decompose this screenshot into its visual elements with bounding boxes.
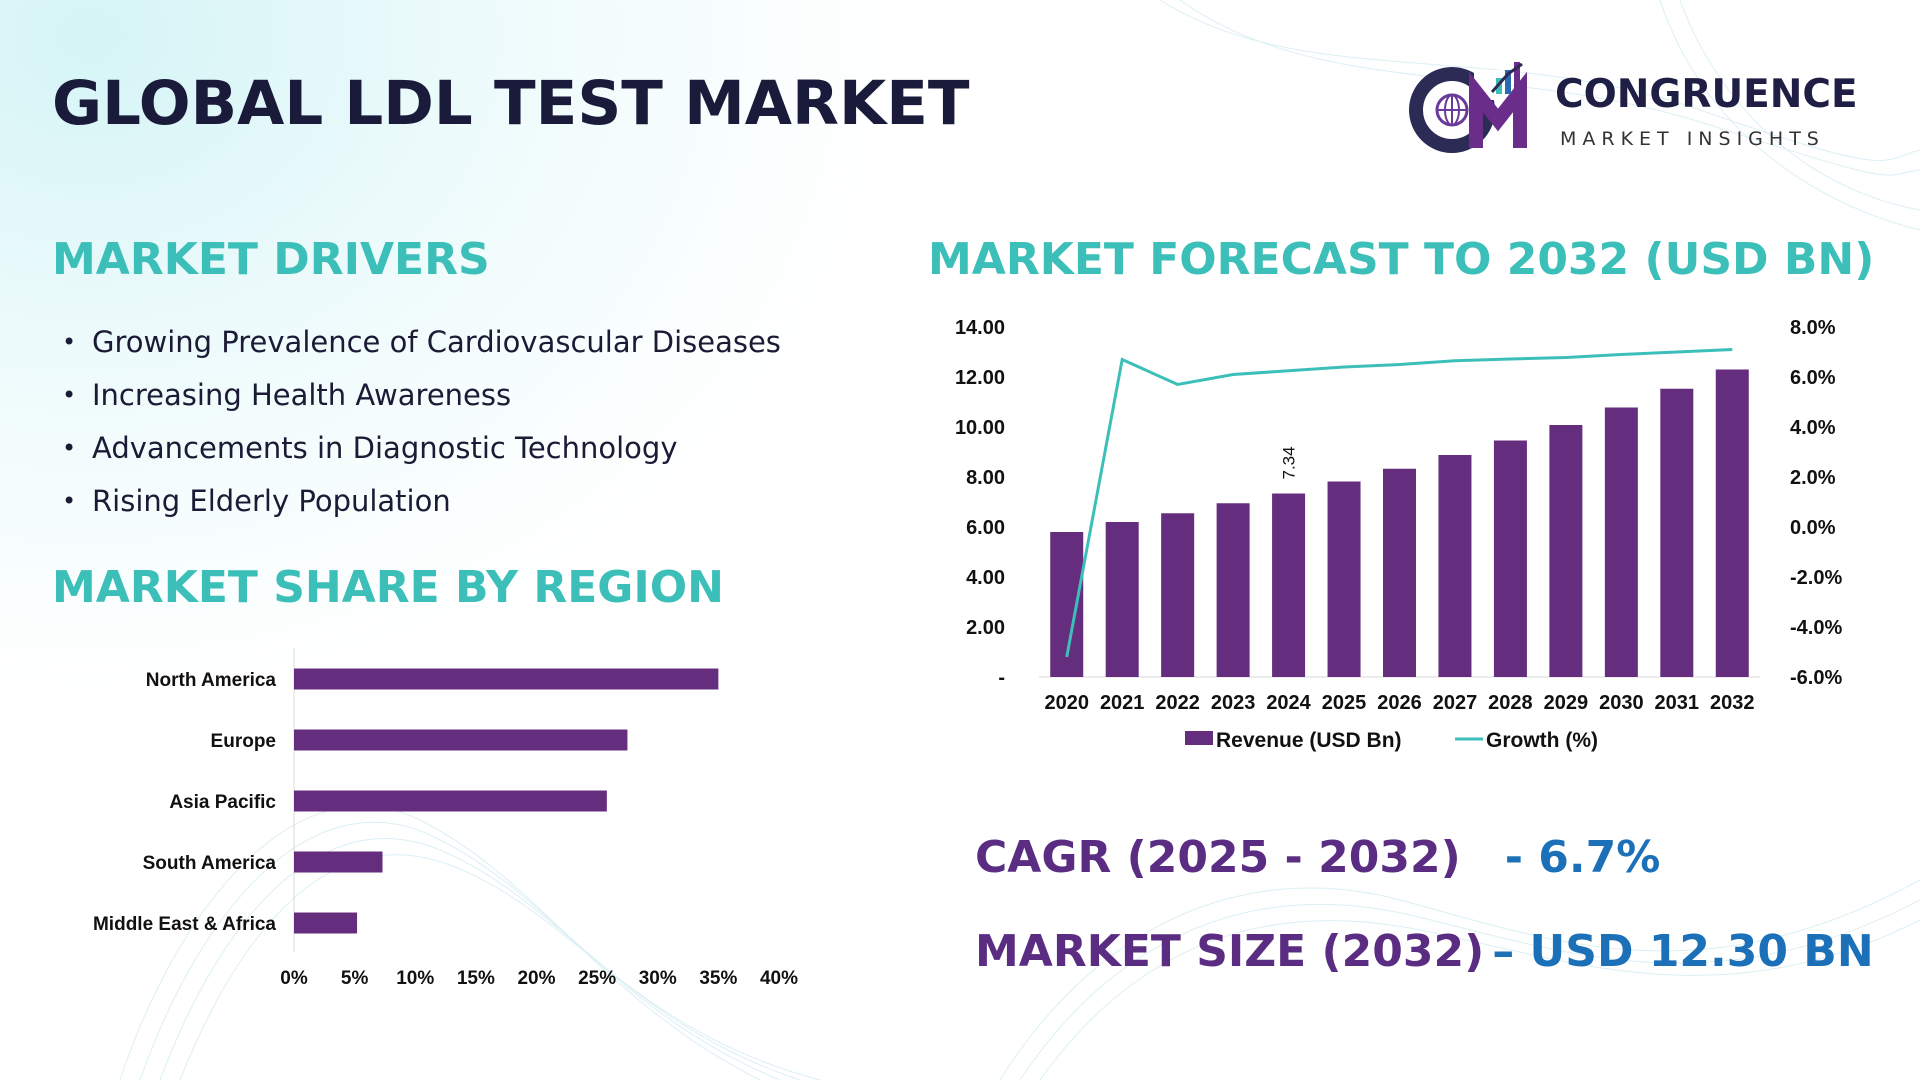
forecast-right-tick-label: 0.0% (1790, 517, 1836, 539)
forecast-x-tick-label: 2028 (1488, 692, 1533, 714)
forecast-right-tick-label: 4.0% (1790, 417, 1836, 439)
driver-item: • Advancements in Diagnostic Technology (60, 424, 781, 477)
region-bar (294, 851, 383, 873)
background-tint (0, 0, 900, 700)
region-x-tick-label: 40% (760, 968, 798, 989)
forecast-left-tick-label: 6.00 (966, 517, 1005, 539)
region-bar (294, 668, 719, 690)
region-x-tick-label: 20% (517, 968, 555, 989)
forecast-x-tick-label: 2026 (1377, 692, 1422, 714)
region-x-tick-label: 15% (457, 968, 495, 989)
bullet-icon: • (62, 381, 77, 409)
market-drivers-list: • Growing Prevalence of Cardiovascular Di… (60, 318, 781, 530)
bullet-icon: • (62, 434, 77, 462)
region-x-tick-label: 10% (396, 968, 434, 989)
region-bar (294, 912, 358, 934)
forecast-x-tick-label: 2032 (1710, 692, 1755, 714)
cagr-label: CAGR (2025 - 2032) (975, 832, 1461, 883)
forecast-right-tick-label: -2.0% (1790, 567, 1842, 589)
market-share-by-region-heading: MARKET SHARE BY REGION (52, 562, 724, 613)
forecast-revenue-bar (1216, 503, 1250, 677)
driver-text: Increasing Health Awareness (92, 378, 512, 412)
forecast-x-tick-label: 2027 (1433, 692, 1478, 714)
forecast-left-tick-label: - (998, 667, 1005, 689)
legend-growth-label: Growth (%) (1486, 729, 1598, 752)
legend-revenue-swatch (1185, 731, 1213, 745)
driver-text: Growing Prevalence of Cardiovascular Dis… (92, 325, 781, 359)
forecast-x-tick-label: 2025 (1322, 692, 1367, 714)
logo-mark-icon (1409, 62, 1527, 153)
forecast-right-tick-label: 6.0% (1790, 367, 1836, 389)
legend-revenue-label: Revenue (USD Bn) (1216, 729, 1402, 752)
driver-text: Rising Elderly Population (92, 484, 451, 518)
market-size-value: – USD 12.30 BN (1492, 926, 1874, 977)
forecast-right-tick-label: 8.0% (1790, 317, 1836, 339)
forecast-x-tick-label: 2024 (1266, 692, 1311, 714)
forecast-revenue-bar (1105, 522, 1139, 677)
forecast-revenue-bar (1327, 481, 1361, 677)
region-category-label: Europe (211, 731, 276, 752)
forecast-revenue-bar (1438, 455, 1472, 677)
region-bar (294, 729, 628, 751)
bullet-icon: • (62, 328, 77, 356)
forecast-revenue-bar (1715, 369, 1749, 677)
market-drivers-heading: MARKET DRIVERS (52, 234, 490, 285)
forecast-growth-line (1065, 348, 1733, 658)
region-category-label: South America (143, 853, 277, 874)
driver-text: Advancements in Diagnostic Technology (92, 431, 678, 465)
forecast-x-tick-label: 2021 (1100, 692, 1145, 714)
market-size-label: MARKET SIZE (2032) (975, 926, 1485, 977)
forecast-revenue-bar (1161, 513, 1195, 677)
forecast-x-tick-label: 2030 (1599, 692, 1644, 714)
forecast-right-tick-label: 2.0% (1790, 467, 1836, 489)
driver-item: • Increasing Health Awareness (60, 371, 781, 424)
forecast-left-tick-label: 8.00 (966, 467, 1005, 489)
forecast-revenue-bar (1549, 425, 1583, 677)
forecast-left-tick-label: 4.00 (966, 567, 1005, 589)
market-forecast-heading: MARKET FORECAST TO 2032 (USD BN) (928, 234, 1875, 285)
cagr-kpi: CAGR (2025 - 2032) - 6.7% (975, 832, 1660, 883)
forecast-revenue-bar (1660, 388, 1694, 677)
region-x-tick-label: 35% (699, 968, 737, 989)
region-x-tick-label: 0% (280, 968, 308, 989)
forecast-right-tick-label: -4.0% (1790, 617, 1842, 639)
region-bar (294, 790, 607, 812)
driver-item: • Growing Prevalence of Cardiovascular Di… (60, 318, 781, 371)
forecast-left-tick-label: 14.00 (955, 317, 1005, 339)
logo-subtitle: MARKET INSIGHTS (1560, 128, 1825, 150)
region-x-tick-label: 30% (639, 968, 677, 989)
logo-name: CONGRUENCE (1555, 72, 1858, 117)
forecast-x-tick-label: 2023 (1211, 692, 1256, 714)
forecast-revenue-bar (1493, 440, 1527, 677)
forecast-x-tick-label: 2031 (1655, 692, 1700, 714)
region-share-chart: North America Europe Asia Pacific South Ame… (93, 648, 798, 989)
region-category-label: North America (146, 670, 277, 691)
region-x-tick-label: 5% (341, 968, 369, 989)
forecast-x-tick-label: 2022 (1155, 692, 1200, 714)
bullet-icon: • (62, 487, 77, 515)
forecast-x-tick-label: 2029 (1544, 692, 1589, 714)
region-category-label: Middle East & Africa (93, 914, 276, 935)
forecast-revenue-bar (1272, 493, 1306, 677)
forecast-right-tick-label: -6.0% (1790, 667, 1842, 689)
region-category-label: Asia Pacific (169, 792, 276, 813)
forecast-x-tick-label: 2020 (1044, 692, 1089, 714)
cagr-value: - 6.7% (1504, 832, 1661, 883)
forecast-revenue-bar (1383, 468, 1416, 677)
forecast-left-tick-label: 12.00 (955, 367, 1005, 389)
market-size-kpi: MARKET SIZE (2032) – USD 12.30 BN (975, 926, 1874, 977)
forecast-left-tick-label: 2.00 (966, 617, 1005, 639)
forecast-left-tick-label: 10.00 (955, 417, 1005, 439)
page-title: GLOBAL LDL TEST MARKET (52, 68, 970, 139)
company-logo: CONGRUENCE MARKET INSIGHTS (1400, 52, 1870, 162)
forecast-revenue-bar (1604, 407, 1638, 677)
region-x-tick-label: 25% (578, 968, 616, 989)
driver-item: • Rising Elderly Population (60, 477, 781, 530)
forecast-data-label: 7.34 (1280, 446, 1299, 479)
